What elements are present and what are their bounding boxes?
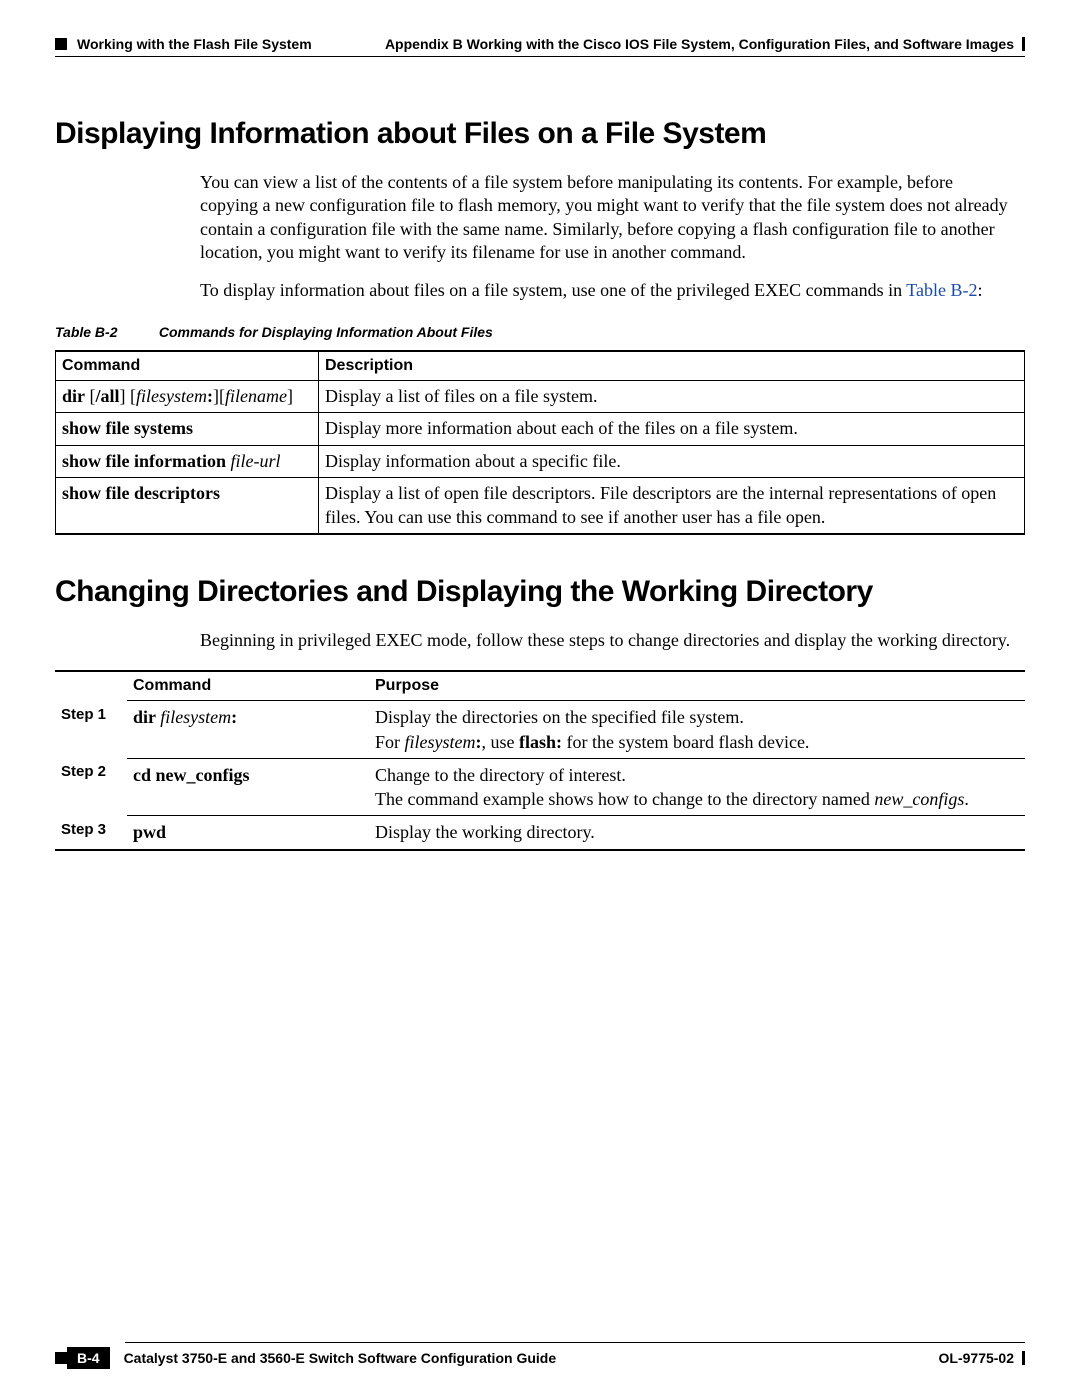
table-row: show file systems Display more informati…	[56, 413, 1025, 445]
purpose-line: Change to the directory of interest.	[375, 763, 1019, 787]
tableB2-caption-label: Table B-2	[55, 324, 155, 340]
tableB2-r4-cmd: show file descriptors	[56, 478, 319, 534]
table-row: dir [/all] [filesystem:][filename] Displ…	[56, 380, 1025, 412]
cmd-part: show file information	[62, 451, 231, 471]
purpose-line: The command example shows how to change …	[375, 787, 1019, 811]
tableB2-r1-desc: Display a list of files on a file system…	[319, 380, 1025, 412]
step2-purpose: Change to the directory of interest. The…	[369, 758, 1025, 816]
tableB2-r2-desc: Display more information about each of t…	[319, 413, 1025, 445]
header-appendix: Appendix B Working with the Cisco IOS Fi…	[385, 36, 1014, 52]
tableB2-r3-cmd: show file information file-url	[56, 445, 319, 477]
steps-header-row: Command Purpose	[55, 671, 1025, 701]
cmd-part: dir	[133, 707, 160, 727]
steps-table: Command Purpose Step 1 dir filesystem: D…	[55, 670, 1025, 850]
step3-label: Step 3	[55, 816, 127, 850]
cmd-part: filesystem	[160, 707, 231, 727]
section1-body: You can view a list of the contents of a…	[200, 171, 1015, 302]
cmd-part: ]	[287, 386, 293, 406]
tableB2-r4-desc: Display a list of open file descriptors.…	[319, 478, 1025, 534]
footer-right: OL-9775-02	[939, 1350, 1025, 1366]
section2-para1: Beginning in privileged EXEC mode, follo…	[200, 629, 1015, 652]
cmd-part: dir	[62, 386, 85, 406]
header-left: Working with the Flash File System	[55, 36, 312, 52]
page-header: Working with the Flash File System Appen…	[55, 30, 1025, 52]
section2-body: Beginning in privileged EXEC mode, follo…	[200, 629, 1015, 652]
table-row: show file descriptors Display a list of …	[56, 478, 1025, 534]
footer-end-bar-icon	[1022, 1351, 1025, 1365]
step1-purpose: Display the directories on the specified…	[369, 701, 1025, 759]
page-footer: B-4 Catalyst 3750-E and 3560-E Switch So…	[55, 1342, 1025, 1369]
steps-col0	[55, 671, 127, 701]
footer-guide-title: Catalyst 3750-E and 3560-E Switch Softwa…	[120, 1350, 939, 1366]
tableB2-r3-desc: Display information about a specific fil…	[319, 445, 1025, 477]
table-row: Step 3 pwd Display the working directory…	[55, 816, 1025, 850]
purpose-part: .	[964, 789, 969, 809]
step1-cmd: dir filesystem:	[127, 701, 369, 759]
tableB2-col2: Description	[319, 351, 1025, 381]
purpose-part: for the system board flash device.	[562, 732, 809, 752]
step1-label: Step 1	[55, 701, 127, 759]
header-rule	[55, 56, 1025, 57]
section1-para1: You can view a list of the contents of a…	[200, 171, 1015, 265]
tableB2-r2-cmd: show file systems	[56, 413, 319, 445]
cmd-part: show file systems	[62, 418, 193, 438]
tableB2-col1: Command	[56, 351, 319, 381]
page-number-badge: B-4	[67, 1347, 110, 1369]
footer-left: B-4	[55, 1347, 120, 1369]
purpose-part: filesystem	[405, 732, 476, 752]
header-right: Appendix B Working with the Cisco IOS Fi…	[385, 36, 1025, 52]
steps-col1: Command	[127, 671, 369, 701]
section1-para2-b: :	[978, 280, 983, 300]
purpose-part: For	[375, 732, 405, 752]
header-breadcrumb: Working with the Flash File System	[77, 36, 312, 52]
section1-title: Displaying Information about Files on a …	[55, 117, 1025, 151]
step2-cmd: cd new_configs	[127, 758, 369, 816]
section1-para2-a: To display information about files on a …	[200, 280, 906, 300]
purpose-part: flash:	[519, 732, 562, 752]
cmd-part: [	[85, 386, 96, 406]
footer-rule	[125, 1342, 1025, 1343]
tableB2-caption-title: Commands for Displaying Information Abou…	[159, 324, 493, 340]
cmd-part: ][	[213, 386, 225, 406]
table-row: show file information file-url Display i…	[56, 445, 1025, 477]
cmd-part: filename	[225, 386, 287, 406]
page-container: Working with the Flash File System Appen…	[0, 0, 1080, 1397]
purpose-part: , use	[482, 732, 520, 752]
purpose-part: new_configs	[874, 789, 964, 809]
cmd-part: file-url	[231, 451, 281, 471]
table-row: Step 1 dir filesystem: Display the direc…	[55, 701, 1025, 759]
steps-col2: Purpose	[369, 671, 1025, 701]
cmd-part: ] [	[120, 386, 137, 406]
tableB2-r1-cmd: dir [/all] [filesystem:][filename]	[56, 380, 319, 412]
section1-para2: To display information about files on a …	[200, 279, 1015, 302]
section2-title: Changing Directories and Displaying the …	[55, 575, 1025, 609]
cmd-part: /all	[96, 386, 120, 406]
cmd-part: filesystem	[136, 386, 207, 406]
step2-label: Step 2	[55, 758, 127, 816]
table-row: Step 2 cd new_configs Change to the dire…	[55, 758, 1025, 816]
table-ref-link[interactable]: Table B-2	[906, 280, 977, 300]
cmd-part: :	[231, 707, 237, 727]
header-end-bar-icon	[1022, 37, 1025, 51]
step3-purpose: Display the working directory.	[369, 816, 1025, 850]
cmd-part: show file descriptors	[62, 483, 220, 503]
cmd-part: pwd	[133, 822, 166, 842]
purpose-line: For filesystem:, use flash: for the syst…	[375, 730, 1019, 754]
footer-square-icon	[55, 1352, 67, 1364]
purpose-line: Display the directories on the specified…	[375, 705, 1019, 729]
footer-line: B-4 Catalyst 3750-E and 3560-E Switch So…	[55, 1347, 1025, 1369]
table-header-row: Command Description	[56, 351, 1025, 381]
footer-doc-id: OL-9775-02	[939, 1350, 1014, 1366]
header-square-icon	[55, 38, 67, 50]
purpose-part: The command example shows how to change …	[375, 789, 874, 809]
cmd-part: cd new_configs	[133, 765, 250, 785]
steps-table-wrap: Command Purpose Step 1 dir filesystem: D…	[55, 670, 1025, 850]
step3-cmd: pwd	[127, 816, 369, 850]
tableB2-caption: Table B-2 Commands for Displaying Inform…	[55, 324, 1025, 340]
tableB2: Command Description dir [/all] [filesyst…	[55, 350, 1025, 535]
